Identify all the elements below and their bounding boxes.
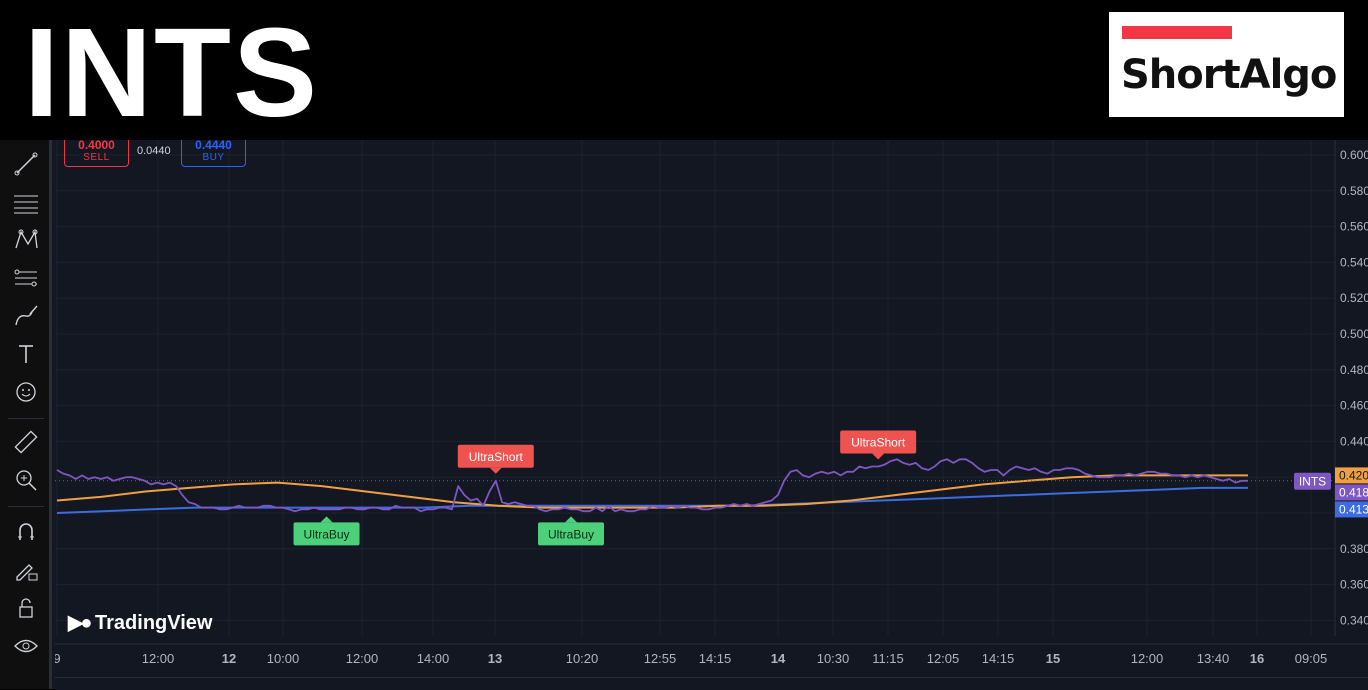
fast-ma-value-tag: 0.420 [1335, 467, 1368, 484]
y-tick-label: 0.360 [1340, 578, 1368, 592]
ruler-icon[interactable] [12, 428, 40, 456]
signal-label-box [538, 522, 605, 546]
y-tick-label: 0.580 [1340, 184, 1368, 198]
sell-label: SELL [83, 152, 110, 163]
x-tick-label: 13:40 [1197, 651, 1230, 666]
x-tick-label: 12:00 [142, 651, 175, 666]
x-tick-label: 11:15 [872, 651, 904, 666]
value-tag-text: 0.420 [1339, 468, 1368, 482]
logo-text: ShortAlgo [1121, 52, 1337, 98]
ultrabuy-signal: UltraBuy [538, 516, 605, 546]
x-tick-label: 15 [1046, 651, 1060, 666]
bottom-toolbar [55, 677, 1368, 690]
chart-background [55, 140, 1368, 677]
x-tick-label: 12:05 [927, 651, 960, 666]
shortalgo-logo: ShortAlgo [1109, 12, 1344, 117]
toolbar-divider [8, 418, 44, 419]
symbol-label-text: INTS [1299, 474, 1326, 488]
tradingview-logo-icon: ▶● [68, 612, 93, 634]
text-icon[interactable] [12, 340, 40, 368]
signal-pointer [489, 467, 502, 474]
drawing-toolbar [0, 140, 52, 689]
brush-icon[interactable] [12, 302, 40, 330]
x-tick-label: 14 [771, 651, 786, 666]
y-tick-label: 0.560 [1340, 220, 1368, 234]
magnet-icon[interactable] [12, 518, 40, 546]
y-tick-label: 0.520 [1340, 291, 1368, 305]
eye-icon[interactable] [12, 632, 40, 660]
spread-value: 0.0440 [137, 145, 171, 157]
value-tag-text: 0.413 [1339, 502, 1368, 516]
x-tick-label: 12:55 [644, 651, 677, 666]
sell-price: 0.4000 [78, 138, 115, 152]
x-tick-label: 12:00 [1131, 651, 1164, 666]
ultrashort-signal: UltraShort [840, 430, 917, 460]
y-tick-label: 0.440 [1340, 434, 1368, 448]
price-line [56, 458, 1248, 513]
x-tick-label: 16 [1250, 651, 1264, 666]
signal-pointer [320, 516, 333, 523]
chart-area: 0.600 0.580 0.560 0.540 0.520 0.500 0.480 0.460… [0, 138, 1368, 690]
signal-label-box [293, 522, 360, 546]
x-tick-label: 10:00 [267, 651, 300, 666]
signal-pointer [872, 453, 885, 460]
x-tick-label: 09:05 [1295, 651, 1328, 666]
toolbar-divider [8, 506, 44, 507]
y-tick-label: 0.600 [1340, 148, 1368, 162]
buy-button[interactable]: 0.4440 BUY [181, 138, 246, 167]
logo-accent-bar [1122, 26, 1232, 39]
signal-pointer [565, 516, 578, 523]
x-tick-label: 12:00 [346, 651, 379, 666]
value-tag-text: 0.418 [1339, 485, 1368, 499]
tradingview-watermark: ▶● TradingView [68, 610, 212, 635]
x-tick-label: 13 [488, 651, 502, 666]
lock-icon[interactable] [12, 594, 40, 622]
slow-ma-value-tag: 0.413 [1335, 501, 1368, 518]
signal-label-text: UltraBuy [304, 527, 350, 541]
value-tag-box [1335, 484, 1368, 501]
y-tick-label: 0.500 [1340, 327, 1368, 341]
zoom-icon[interactable] [12, 466, 40, 494]
trend-line-icon[interactable] [12, 150, 40, 178]
x-tick-label: 9 [55, 651, 61, 666]
buy-label: BUY [202, 152, 225, 163]
value-tag-box [1335, 467, 1368, 484]
horizontal-lines-icon[interactable] [12, 188, 40, 216]
y-tick-label: 0.340 [1340, 613, 1368, 627]
x-tick-label: 14:15 [699, 651, 732, 666]
price-chart[interactable]: 0.600 0.580 0.560 0.540 0.520 0.500 0.480 0.460… [55, 140, 1368, 677]
ultrabuy-signal: UltraBuy [293, 516, 360, 546]
symbol-price-label: INTS [1294, 472, 1331, 490]
y-tick-label: 0.540 [1340, 255, 1368, 269]
signal-label-box [840, 430, 917, 454]
pattern-icon[interactable] [12, 226, 40, 254]
x-tick-label: 14:00 [417, 651, 450, 666]
signal-label-box [457, 444, 534, 468]
signal-label-text: UltraShort [469, 450, 524, 464]
fib-icon[interactable] [12, 264, 40, 292]
x-tick-label: 12 [222, 651, 236, 666]
y-tick-label: 0.380 [1340, 542, 1368, 556]
value-tag-box [1335, 501, 1368, 518]
ultrashort-signal: UltraShort [457, 444, 534, 474]
y-tick-label: 0.480 [1340, 363, 1368, 377]
emoji-icon[interactable] [12, 378, 40, 406]
x-tick-label: 10:30 [817, 651, 850, 666]
fast-ma-line [56, 474, 1248, 509]
signal-label-text: UltraShort [851, 435, 906, 449]
lock-pencil-icon[interactable] [12, 556, 40, 584]
buy-price: 0.4440 [195, 138, 232, 152]
ticker-title: INTS [24, 2, 320, 143]
header-banner: INTS ShortAlgo [0, 0, 1368, 140]
y-tick-label: 0.460 [1340, 399, 1368, 413]
x-tick-label: 14:15 [982, 651, 1015, 666]
sell-button[interactable]: 0.4000 SELL [64, 138, 129, 167]
x-tick-label: 10:20 [566, 651, 599, 666]
signal-label-text: UltraBuy [548, 527, 594, 541]
tradingview-logo-text: TradingView [95, 612, 213, 634]
price-value-tag: 0.418 [1335, 484, 1368, 501]
symbol-label-box [1294, 472, 1331, 490]
